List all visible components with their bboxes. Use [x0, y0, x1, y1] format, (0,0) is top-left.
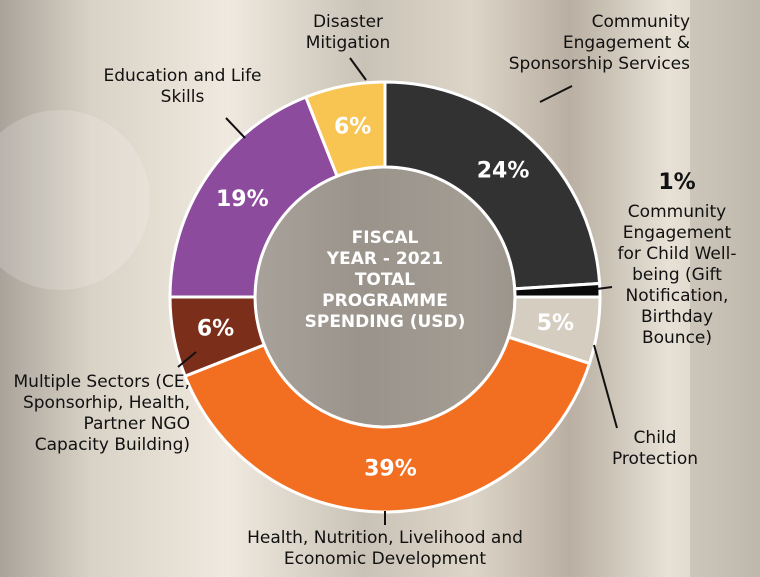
leader-line — [226, 118, 245, 138]
value-label: 6% — [197, 316, 234, 341]
background-blur — [0, 110, 150, 290]
leader-line — [594, 345, 617, 428]
center-label-line: SPENDING (USD) — [285, 312, 485, 333]
leader-line — [350, 58, 366, 80]
category-label: Disaster Mitigation — [288, 12, 408, 54]
category-label: Education and Life Skills — [100, 66, 265, 108]
infographic: 24% 5% 39% 6% 19% 6% FISCALYEAR - 2021TOTALPR… — [0, 0, 760, 577]
category-label: Community Engagement for Child Well-bein… — [612, 202, 742, 349]
value-label: 6% — [334, 115, 371, 140]
leader-line — [540, 86, 572, 102]
center-label-line: PROGRAMME — [285, 291, 485, 312]
center-label-line: YEAR - 2021 — [285, 249, 485, 270]
value-label: 1% — [612, 170, 742, 195]
value-label: 24% — [477, 158, 530, 183]
value-label: 39% — [364, 456, 417, 481]
category-label: Multiple Sectors (CE, Sponsorhip, Health… — [10, 372, 190, 456]
center-label-line: FISCAL — [285, 228, 485, 249]
category-label: Community Engagement & Sponsorship Servi… — [490, 12, 690, 75]
category-label: Health, Nutrition, Livelihood and Econom… — [205, 528, 565, 570]
value-label: 19% — [216, 187, 269, 212]
center-label-line: TOTAL — [285, 270, 485, 291]
category-label: Child Protection — [590, 428, 720, 470]
value-label: 5% — [537, 311, 574, 336]
